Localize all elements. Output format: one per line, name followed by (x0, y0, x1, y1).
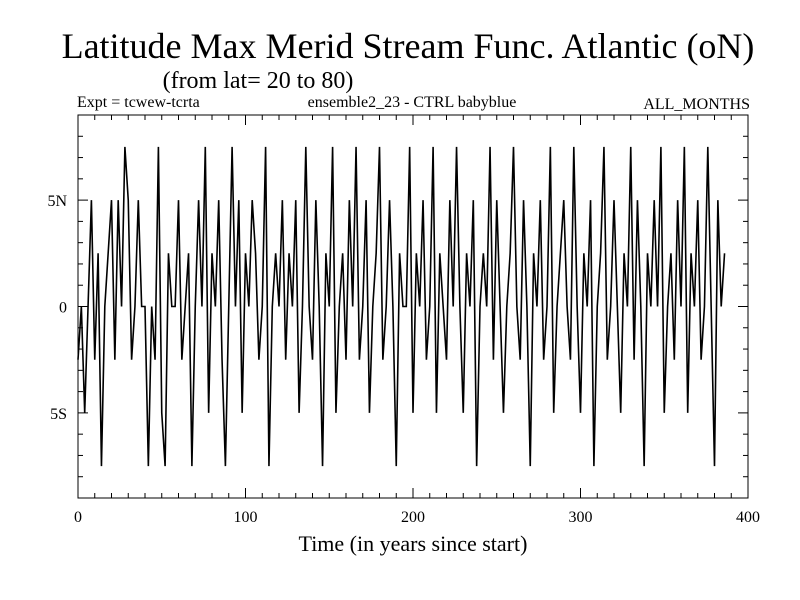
x-tick-labels: 0 100 200 300 400 (74, 509, 760, 526)
chart-subtitle: (from lat= 20 to 80) (163, 68, 354, 94)
axis-ticks (77, 114, 749, 499)
y-tick-label: 5S (50, 406, 67, 423)
months-label: ALL_MONTHS (643, 96, 750, 113)
ensemble-label: ensemble2_23 - CTRL babyblue (308, 94, 517, 111)
x-axis-label: Time (in years since start) (299, 531, 528, 556)
x-tick-label: 100 (234, 509, 258, 526)
chart-title: Latitude Max Merid Stream Func. Atlantic… (62, 26, 755, 66)
expt-label: Expt = tcwew-tcrta (77, 94, 200, 111)
y-tick-labels: 5N 0 5S (47, 193, 67, 423)
plot-frame (77, 114, 749, 499)
y-tick-label: 0 (59, 300, 67, 317)
x-tick-label: 300 (569, 509, 593, 526)
series-line (77, 146, 726, 467)
x-tick-label: 400 (736, 509, 760, 526)
x-tick-label: 0 (74, 509, 82, 526)
y-tick-label: 5N (47, 193, 67, 210)
x-tick-label: 200 (401, 509, 425, 526)
